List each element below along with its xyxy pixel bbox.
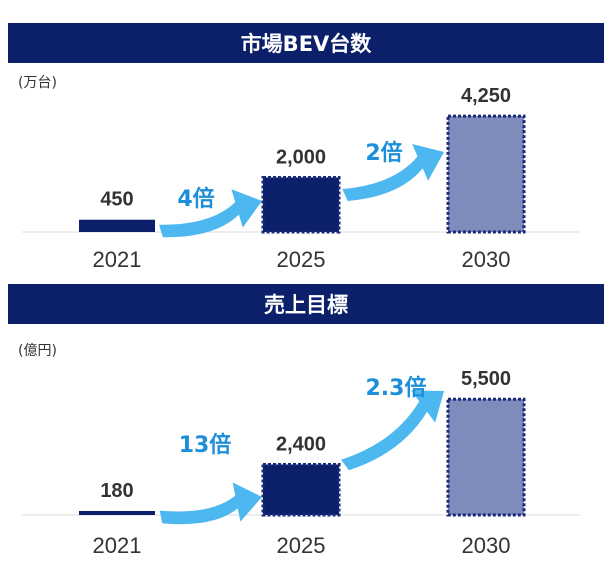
bar-2030 [446,114,526,234]
growth-arrow [159,189,262,238]
value-label: 450 [100,189,133,211]
bar-2025 [261,175,341,234]
x-tick-label: 2025 [277,533,326,558]
value-label: 2,000 [276,146,326,168]
growth-multiplier-label: 4倍 [177,186,214,212]
y-unit-label-sales-target: (億円) [18,343,57,359]
growth-arrow [159,482,262,525]
value-label: 180 [100,480,133,502]
bar-2021 [79,219,155,232]
bar-2025 [261,462,341,517]
bev-units-chart: 4倍 2倍 450 2021 2,000 2025 4,250 2030 [22,85,580,272]
x-tick-label: 2021 [93,247,142,272]
growth-multiplier-label: 13倍 [179,432,232,458]
x-tick-label: 2025 [277,247,326,272]
x-tick-label: 2030 [462,533,511,558]
chart-title-bev-units: 市場BEV台数 [8,23,604,63]
sales-target-chart: 13倍 2.3倍 180 2021 2,400 2025 5,500 2030 [22,368,580,558]
value-label: 4,250 [461,85,511,107]
x-tick-label: 2021 [93,533,142,558]
bar-2030 [446,397,526,517]
growth-arrow [342,144,444,201]
growth-multiplier-label: 2.3倍 [366,375,427,401]
growth-arrow [341,390,444,471]
value-label: 5,500 [461,368,511,390]
chart-title-sales-target: 売上目標 [8,284,604,324]
value-label: 2,400 [276,433,326,455]
bar-2021 [79,511,155,515]
x-tick-label: 2030 [462,247,511,272]
growth-multiplier-label: 2倍 [365,140,402,166]
y-unit-label-bev-units: (万台) [18,75,57,91]
